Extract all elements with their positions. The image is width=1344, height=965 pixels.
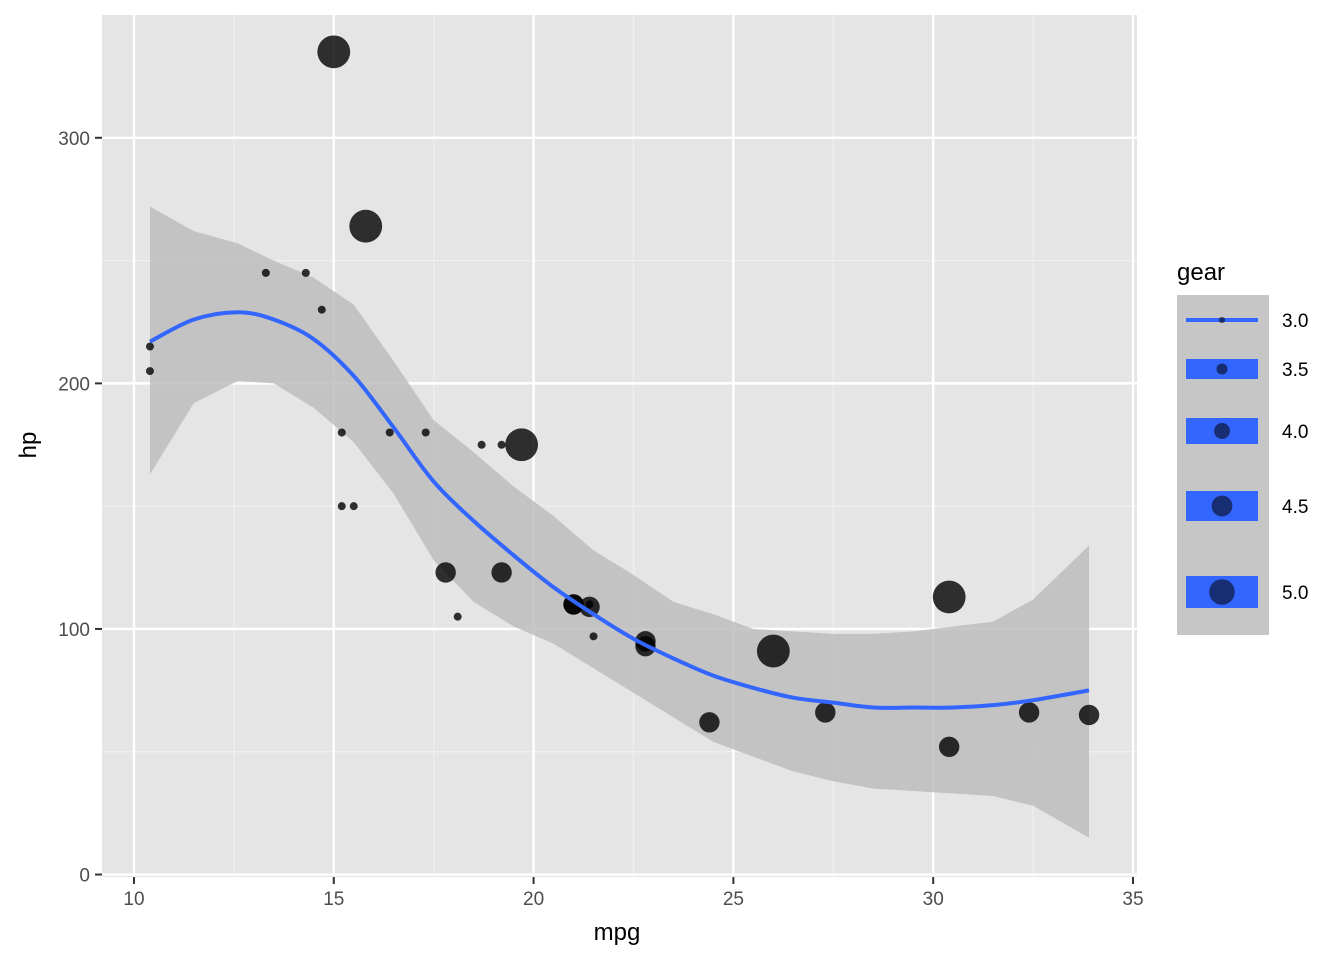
legend-key-point [1209, 579, 1235, 605]
smooth-line-layer [149, 310, 1090, 710]
x-tick-label: 20 [523, 889, 544, 910]
legend-label: 4.0 [1282, 422, 1308, 443]
data-point [815, 702, 836, 723]
smooth-line [149, 310, 1090, 710]
data-point [349, 209, 383, 243]
x-tick-label: 25 [723, 889, 744, 910]
data-point [1078, 704, 1100, 726]
data-point [317, 305, 326, 314]
x-tick-label: 30 [923, 889, 944, 910]
data-point [453, 612, 462, 621]
y-tick-label: 300 [58, 129, 90, 150]
legend-label: 5.0 [1282, 583, 1308, 604]
confidence-band [150, 206, 1089, 838]
data-point [385, 428, 394, 437]
data-point [145, 367, 154, 376]
data-point [145, 342, 154, 351]
data-point [579, 596, 600, 618]
data-point [301, 268, 310, 277]
legend-title: gear [1177, 259, 1225, 286]
data-point [337, 502, 346, 511]
legend-label: 4.5 [1282, 497, 1308, 518]
data-point [497, 440, 506, 449]
x-axis-title: mpg [594, 919, 641, 946]
legend-key-point [1216, 363, 1228, 375]
data-point [491, 562, 512, 583]
legend-key-point [1211, 495, 1233, 517]
data-point [932, 580, 966, 614]
legend-label: 3.0 [1282, 311, 1308, 332]
y-tick-label: 200 [58, 374, 90, 395]
x-tick-label: 15 [323, 889, 344, 910]
data-point [435, 562, 456, 583]
data-point [589, 632, 598, 641]
data-point [261, 268, 270, 277]
data-point [1018, 702, 1040, 723]
x-tick-label: 35 [1122, 889, 1143, 910]
confidence-ribbon [150, 206, 1089, 838]
y-axis-title: hp [15, 432, 42, 459]
data-point [505, 428, 538, 462]
legend-key-point [1218, 316, 1226, 324]
points-layer [145, 35, 1100, 758]
y-tick-label: 0 [79, 866, 90, 887]
x-tick-label: 10 [123, 889, 144, 910]
data-point [317, 35, 351, 69]
data-point [337, 428, 346, 437]
data-point [349, 502, 358, 511]
data-point [756, 634, 790, 668]
data-point [477, 440, 486, 449]
legend-key-point [1214, 423, 1230, 439]
legend-label: 3.5 [1282, 360, 1308, 381]
data-point [421, 428, 430, 437]
data-point [699, 712, 720, 733]
axes-layer: 10 15 20 25 30 35 0 100 200 300 [58, 129, 1143, 910]
y-tick-label: 100 [58, 620, 90, 641]
legend: gear 3.0 3.5 4.0 4.5 5.0 [1177, 259, 1308, 635]
data-point [938, 736, 960, 758]
